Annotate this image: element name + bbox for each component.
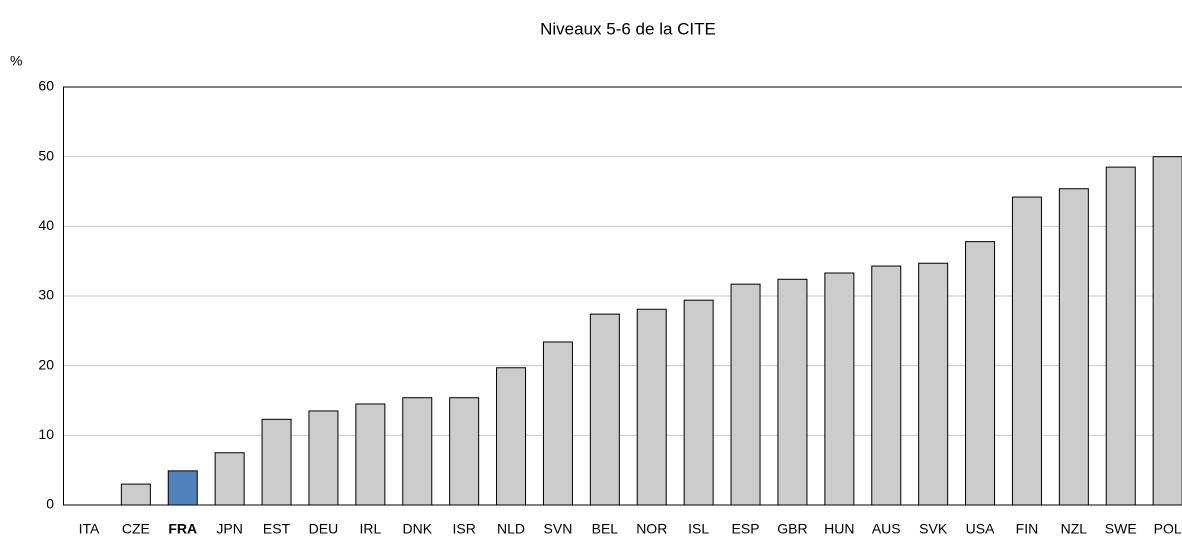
y-tick-label: 50	[38, 147, 54, 163]
x-tick-label: JPN	[216, 521, 242, 537]
bar	[449, 397, 480, 506]
x-tick-label: BEL	[592, 521, 619, 537]
x-tick-label: SWE	[1105, 521, 1137, 537]
bar	[261, 418, 292, 506]
x-tick-label: NOR	[636, 521, 667, 537]
x-tick-label: HUN	[824, 521, 854, 537]
bar	[167, 470, 198, 506]
bar	[636, 308, 667, 506]
x-tick-label: DEU	[309, 521, 339, 537]
x-tick-label: DNK	[402, 521, 432, 537]
x-tick-label: FIN	[1016, 521, 1039, 537]
bar	[683, 299, 714, 506]
bar	[1011, 196, 1042, 506]
y-tick-label: 20	[38, 356, 54, 372]
bar	[496, 367, 527, 506]
bar	[308, 410, 339, 506]
x-tick-label: NZL	[1061, 521, 1088, 537]
y-tick-label: 10	[38, 426, 54, 442]
bar	[120, 483, 151, 506]
x-tick-label: IRL	[359, 521, 381, 537]
y-tick-label: 0	[46, 496, 54, 512]
bar	[1058, 188, 1089, 506]
bar	[1152, 156, 1182, 506]
x-tick-label: GBR	[777, 521, 807, 537]
x-tick-label: FRA	[168, 521, 197, 537]
bar	[918, 262, 949, 506]
x-tick-label: ISL	[688, 521, 709, 537]
x-tick-label: NLD	[497, 521, 525, 537]
y-axis-label: %	[10, 53, 22, 69]
x-tick-label: POL	[1154, 521, 1182, 537]
plot-frame	[63, 86, 1182, 506]
bar	[589, 313, 620, 506]
bar	[824, 272, 855, 506]
chart-title: Niveaux 5-6 de la CITE	[540, 19, 716, 38]
y-tick-label: 40	[38, 217, 54, 233]
bar	[1105, 166, 1136, 506]
bar	[542, 341, 573, 506]
x-tick-label: SVN	[544, 521, 573, 537]
x-tick-label: CZE	[122, 521, 150, 537]
x-tick-label: ESP	[732, 521, 760, 537]
y-tick-label: 60	[38, 78, 54, 94]
x-tick-label: USA	[966, 521, 995, 537]
bar	[730, 283, 761, 506]
x-tick-label: EST	[263, 521, 291, 537]
bar	[871, 265, 902, 506]
y-tick-label: 30	[38, 287, 54, 303]
x-tick-label: ISR	[452, 521, 475, 537]
x-tick-label: ITA	[79, 521, 100, 537]
x-tick-label: SVK	[919, 521, 948, 537]
bar	[355, 403, 386, 506]
bar	[777, 278, 808, 506]
bar	[214, 452, 245, 506]
bar	[965, 241, 996, 506]
bar	[402, 397, 433, 506]
x-tick-label: AUS	[872, 521, 901, 537]
